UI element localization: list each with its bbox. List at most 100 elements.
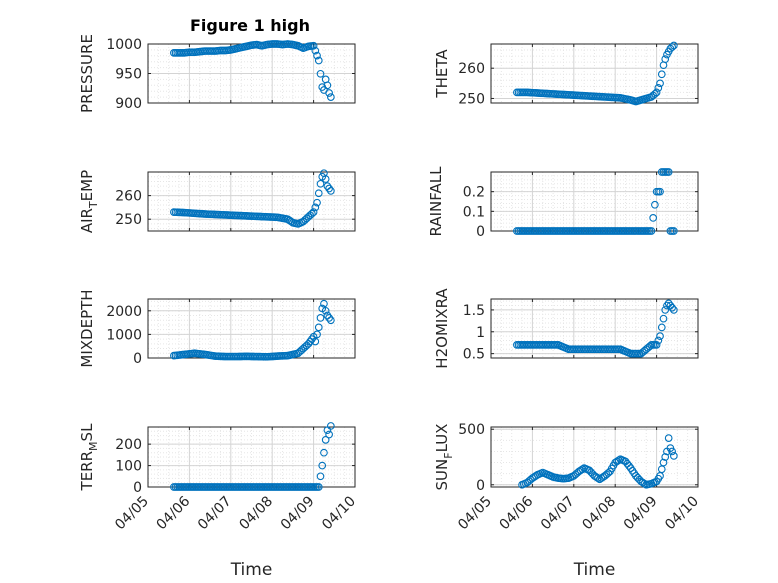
y-tick-label: 1.5 (463, 303, 485, 319)
data-point (656, 332, 664, 341)
data-point (661, 306, 670, 314)
y-tick-label: 950 (115, 67, 142, 83)
data-point (657, 323, 666, 332)
data-point (316, 472, 325, 481)
y-axis-label-part: TERR (78, 451, 96, 492)
data-point (327, 422, 335, 430)
data-point (314, 483, 323, 491)
data-point (321, 175, 330, 183)
minor-grid (491, 427, 698, 487)
subplot-air-temp: 250 260 AIRTEMP (78, 169, 356, 233)
y-axis-label-part: EMP (78, 170, 96, 201)
axes-frame (147, 171, 356, 232)
data-point (654, 336, 663, 345)
data-point (652, 341, 661, 349)
y-tick-label: 0 (133, 351, 142, 367)
data-point (325, 89, 333, 97)
data-point (659, 458, 668, 467)
data-point (661, 453, 670, 461)
data-point (669, 41, 678, 50)
subplot-mixdepth: 0 1000 2000 MIXDEPTH (78, 289, 356, 368)
data-point (656, 79, 664, 88)
y-axis-label-subscript: M (87, 441, 100, 451)
minor-grid (491, 171, 698, 232)
y-axis-label-subscript: T (87, 201, 100, 209)
y-axis-label: SUNFLUX (433, 424, 455, 491)
y-axis-label-part: LUX (433, 424, 451, 453)
y-axis-label: THETA (433, 49, 451, 99)
data-point (649, 214, 658, 222)
data-point (314, 323, 323, 332)
minor-grid (491, 43, 698, 103)
data-point (661, 55, 670, 63)
data-point (654, 84, 663, 92)
data-point (325, 430, 333, 439)
minor-grid (148, 171, 355, 231)
y-axis-label: PRESSURE (78, 34, 96, 113)
series-markers (513, 299, 678, 358)
y-tick-label: 1000 (106, 37, 142, 53)
y-axis-label: AIRTEMP (78, 170, 100, 233)
data-point (668, 43, 676, 51)
data-point (325, 314, 333, 322)
x-axis-label: Time (573, 560, 616, 580)
data-point (311, 203, 320, 212)
data-point (316, 69, 325, 78)
data-point (669, 227, 678, 235)
data-point (313, 51, 321, 60)
series-markers (513, 41, 678, 106)
y-tick-label: 1000 (106, 327, 142, 343)
y-tick-label: 1 (476, 325, 485, 341)
y-axis-label: H2OMIXRA (433, 288, 451, 369)
subplot-h2omixra: 0.5 1 1.5 H2OMIXRA (433, 288, 699, 369)
data-point (320, 299, 328, 308)
y-axis-label: RAINFALL (427, 166, 445, 237)
data-point (313, 198, 321, 207)
y-tick-label: 0.1 (463, 204, 485, 220)
data-point (323, 81, 332, 90)
y-tick-label: 0 (476, 224, 485, 240)
data-point (663, 301, 671, 310)
data-point (645, 342, 654, 351)
data-point (314, 189, 323, 198)
data-point (669, 306, 678, 314)
data-point (668, 303, 676, 312)
figure-title: Figure 1 high (190, 16, 310, 35)
axes-frame (490, 426, 699, 488)
data-point (316, 314, 325, 322)
y-tick-label: 260 (115, 189, 142, 205)
y-tick-label: 2000 (106, 304, 142, 320)
data-point (313, 330, 321, 339)
y-tick-label: 250 (115, 212, 142, 228)
y-axis-label-part: SL (78, 423, 96, 442)
y-axis-label-part: AIR (78, 208, 96, 233)
subplot-pressure: 900 950 1000 PRESSURE (78, 34, 356, 113)
series-markers (170, 169, 335, 228)
series-markers (170, 299, 335, 361)
y-tick-label: 0 (133, 480, 142, 496)
y-tick-label: 200 (115, 437, 142, 453)
data-point (325, 184, 333, 193)
y-tick-label: 0.2 (463, 185, 485, 201)
data-point (318, 461, 327, 470)
data-point (287, 217, 296, 226)
series-markers (170, 40, 335, 101)
data-point (327, 93, 335, 101)
y-tick-label: 0 (476, 478, 485, 494)
series-markers (513, 168, 678, 235)
series-markers (518, 434, 678, 489)
x-axis-label: Time (230, 560, 273, 580)
data-point (314, 56, 323, 65)
data-point (309, 41, 318, 50)
data-point (321, 306, 330, 315)
axes-frame (490, 298, 699, 359)
y-axis-label: MIXDEPTH (78, 289, 96, 367)
data-point (664, 168, 673, 176)
data-point (659, 314, 668, 323)
data-point (657, 70, 666, 79)
subplot-rainfall: 0 0.1 0.2 RAINFALL (427, 166, 699, 240)
data-point (320, 448, 328, 457)
data-point (651, 200, 659, 209)
data-point (311, 337, 320, 346)
